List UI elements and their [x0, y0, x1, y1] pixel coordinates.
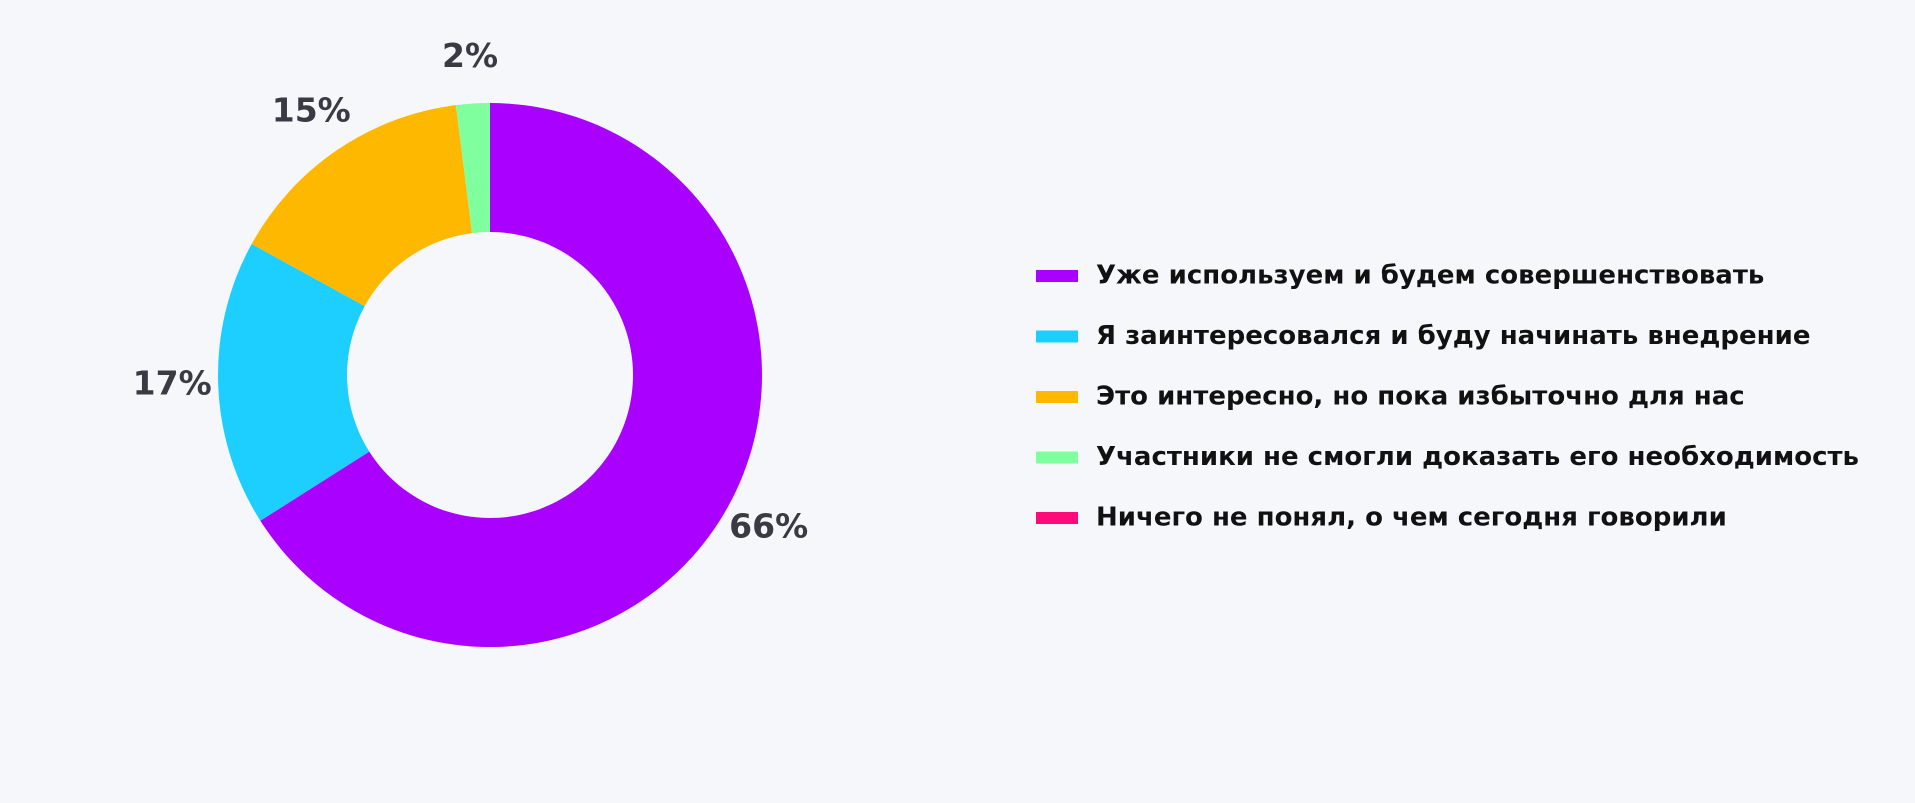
legend-swatch [1036, 391, 1078, 403]
value-label: 17% [133, 363, 212, 402]
value-label: 15% [272, 90, 351, 129]
donut-slice [251, 105, 473, 307]
value-label: 2% [442, 36, 498, 75]
legend-label: Участники не смогли доказать его необход… [1096, 442, 1859, 472]
legend-swatch [1036, 512, 1078, 524]
legend-label: Я заинтересовался и буду начинать внедре… [1096, 321, 1810, 351]
legend-label: Это интересно, но пока избыточно для нас [1096, 382, 1745, 412]
donut-slice [260, 103, 762, 648]
legend-label: Ничего не понял, о чем сегодня говорили [1096, 503, 1727, 533]
legend-swatch [1036, 270, 1078, 282]
donut-slice [218, 243, 370, 521]
value-label: 66% [729, 507, 808, 546]
donut-slice [455, 103, 490, 234]
legend-swatch [1036, 451, 1078, 464]
legend-swatch [1036, 330, 1078, 343]
legend-label: Уже используем и будем совершенствовать [1096, 261, 1764, 291]
